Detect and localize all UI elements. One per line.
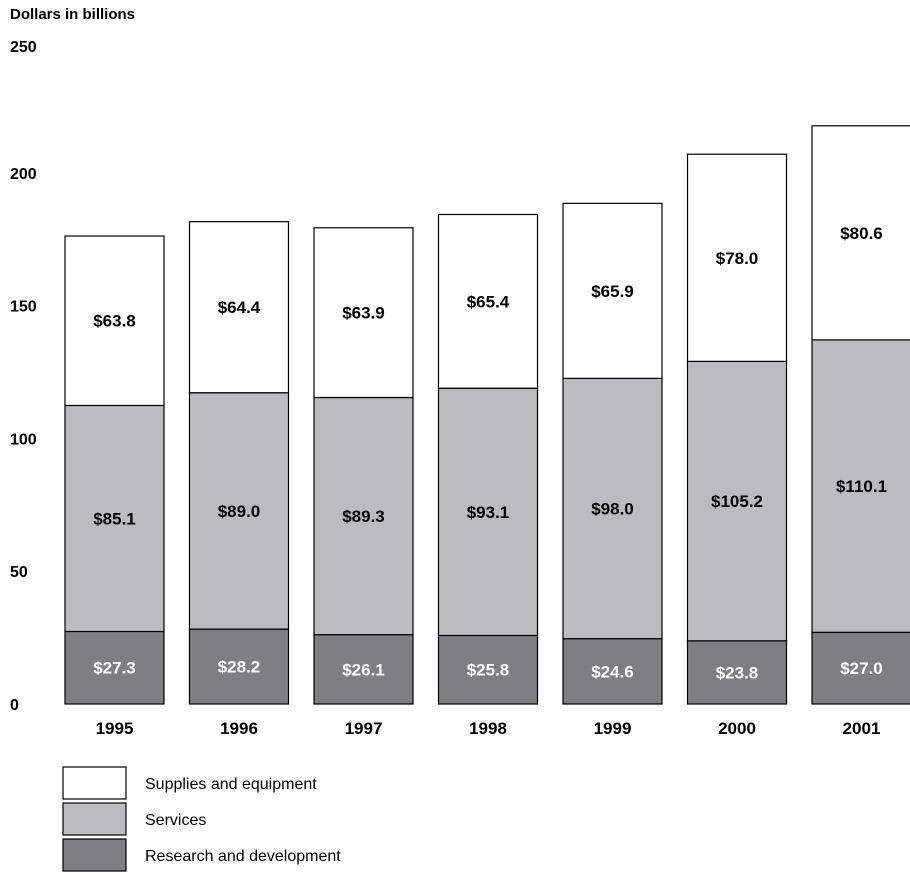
- bar-stack-2001: $27.0 $110.1 $80.6: [811, 125, 910, 705]
- data-label: $26.1: [342, 660, 385, 679]
- bar-segment: [686, 640, 788, 705]
- x-tick-label: 2001: [843, 719, 881, 738]
- bars-group: $27.3 $85.1 $63.8 $28.2 $89.0 $64.4 $26.1 $89.3…: [64, 125, 910, 705]
- data-label: $89.3: [342, 507, 385, 526]
- data-label: $24.6: [591, 662, 634, 681]
- legend-swatch: [62, 838, 127, 872]
- y-tick-label: 0: [10, 697, 19, 714]
- bar-segment: [313, 634, 414, 705]
- bar-stack-2000: $23.8 $105.2 $78.0: [686, 153, 788, 705]
- bar-segment: [437, 387, 539, 637]
- data-label: $78.0: [716, 249, 759, 268]
- legend-swatch: [62, 766, 127, 800]
- bar-stack-1998: $25.8 $93.1 $65.4: [437, 213, 539, 705]
- data-label: $63.9: [342, 304, 385, 323]
- bar-segment: [686, 360, 788, 642]
- legend-label: Research and development: [145, 848, 341, 865]
- data-label: $64.4: [218, 298, 261, 317]
- data-label: $105.2: [711, 492, 763, 511]
- legend-swatch: [62, 802, 127, 836]
- bar-segment: [437, 634, 539, 705]
- bar-segment: [686, 153, 788, 362]
- data-label: $65.4: [467, 292, 510, 311]
- data-label: $80.6: [840, 224, 883, 243]
- bar-stack-1995: $27.3 $85.1 $63.8: [64, 235, 165, 705]
- y-tick-label: 200: [10, 166, 37, 183]
- bar-segment: [562, 638, 663, 705]
- data-label: $28.2: [218, 658, 261, 677]
- y-tick-label: 100: [10, 431, 37, 448]
- x-tick-label: 2000: [718, 719, 756, 738]
- y-tick-label: 50: [10, 564, 28, 581]
- bar-segment: [811, 125, 910, 341]
- bar-segment: [313, 227, 414, 399]
- data-label: $27.0: [840, 659, 883, 678]
- bar-segment: [64, 235, 165, 407]
- bar-segment: [188, 628, 290, 705]
- y-axis-ticks: 0 50 100 150 200 250: [10, 39, 37, 714]
- bar-segment: [437, 213, 539, 389]
- bar-segment: [188, 392, 290, 630]
- data-label: $110.1: [836, 477, 887, 496]
- data-label: $23.8: [716, 663, 759, 682]
- data-label: $98.0: [591, 500, 634, 519]
- x-tick-label: 1996: [220, 719, 258, 738]
- bar-stack-1999: $24.6 $98.0 $65.9: [562, 202, 663, 705]
- legend-label: Supplies and equipment: [145, 776, 317, 793]
- data-label: $27.3: [93, 659, 136, 678]
- data-label: $85.1: [93, 509, 136, 528]
- bar-segment: [188, 221, 290, 394]
- y-tick-label: 150: [10, 299, 37, 316]
- y-axis-title: Dollars in billions: [10, 6, 135, 23]
- data-label: $93.1: [467, 503, 510, 522]
- bar-stack-1996: $28.2 $89.0 $64.4: [188, 221, 290, 705]
- bar-segment: [811, 339, 910, 633]
- bar-segment: [811, 631, 910, 705]
- bar-segment: [562, 202, 663, 379]
- bar-stack-1997: $26.1 $89.3 $63.9: [313, 227, 414, 705]
- bar-segment: [64, 630, 165, 705]
- data-label: $65.9: [591, 282, 634, 301]
- legend: Supplies and equipment Services Research a…: [62, 766, 341, 872]
- legend-label: Services: [145, 812, 206, 829]
- x-tick-label: 1997: [345, 719, 383, 738]
- data-label: $63.8: [93, 312, 136, 331]
- y-tick-label: 250: [10, 39, 37, 56]
- data-label: $89.0: [218, 502, 261, 521]
- x-tick-label: 1995: [96, 719, 134, 738]
- bar-segment: [313, 396, 414, 636]
- x-axis-ticks: 1995 1996 1997 1998 1999 2000 2001: [96, 719, 881, 738]
- x-tick-label: 1998: [469, 719, 507, 738]
- data-label: $25.8: [467, 661, 510, 680]
- x-tick-label: 1999: [594, 719, 632, 738]
- bar-segment: [64, 404, 165, 633]
